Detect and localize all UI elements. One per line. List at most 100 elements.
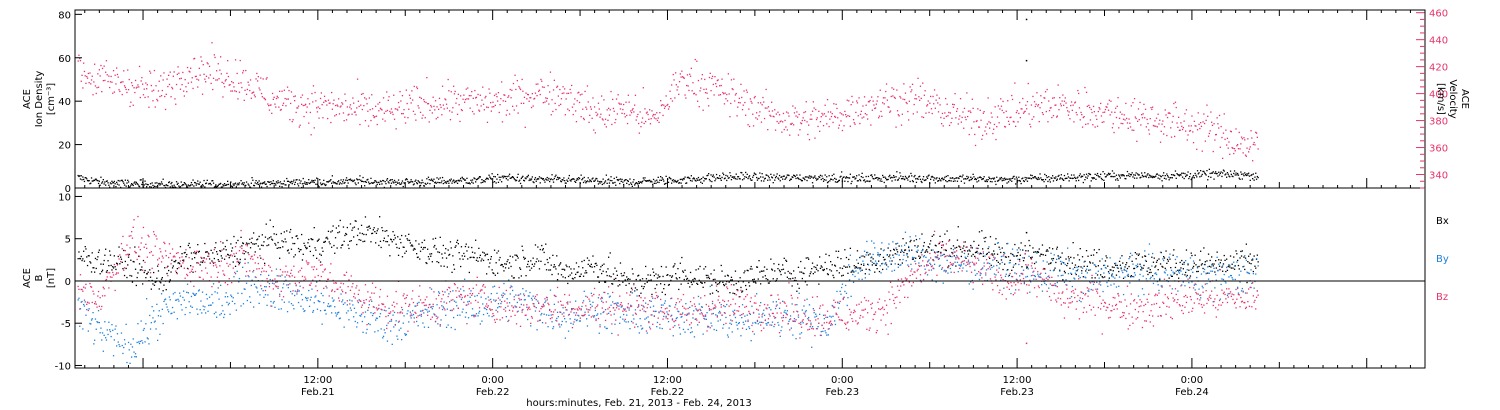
data-point [530,97,532,99]
data-point [1074,177,1077,180]
data-point [358,105,360,108]
data-point [544,181,546,183]
data-point [696,60,698,62]
data-point [449,110,451,112]
data-point [333,299,335,301]
data-point [881,115,883,117]
data-point [884,258,886,261]
data-point [149,328,152,330]
data-point [1083,174,1085,176]
data-point [267,103,269,105]
data-point [107,80,109,83]
data-point [1179,129,1181,131]
data-point [603,182,605,185]
data-point [843,265,845,267]
data-point [440,319,442,321]
data-point [402,113,404,115]
data-point [429,183,431,185]
data-point [236,258,238,260]
data-point [989,180,992,183]
data-point [206,298,208,300]
data-point [675,273,677,275]
data-point [849,125,851,127]
data-point [965,178,967,180]
data-point [369,109,371,111]
data-point [729,116,731,118]
data-point [544,101,546,103]
data-point [882,256,885,258]
data-point [254,276,256,278]
data-point [1194,254,1196,256]
data-point [112,70,115,72]
data-point [915,238,918,241]
data-point [453,179,455,181]
data-point [952,245,955,247]
data-point [942,179,944,181]
data-point [355,183,357,186]
data-point [233,276,235,278]
data-point [386,91,388,93]
data-point [811,110,814,112]
data-point [1151,108,1153,111]
data-point [257,76,259,78]
data-point [1190,125,1192,127]
data-point [125,88,127,91]
data-point [287,180,289,182]
data-point [832,121,834,124]
data-point [84,177,86,179]
data-point [908,246,910,249]
data-point [1057,84,1059,86]
data-point [201,257,203,259]
data-point [106,74,108,76]
data-point [593,271,595,273]
data-point [680,76,682,78]
data-point [911,249,913,251]
data-point [570,268,572,270]
data-point [728,93,730,95]
data-point [1180,122,1182,124]
data-point [407,180,409,183]
data-point [841,267,844,270]
data-point [1026,266,1029,268]
data-point [361,180,363,182]
data-point [815,108,817,111]
data-point [1122,118,1125,120]
data-point [113,255,115,257]
data-point [743,178,745,180]
data-point [439,325,441,327]
data-point [850,271,852,273]
data-point [1110,100,1112,102]
data-point [1183,261,1185,264]
data-point [422,181,424,184]
data-point [848,177,851,179]
data-point [1152,124,1155,127]
data-point [1177,174,1179,176]
data-point [120,256,122,258]
data-point [221,81,223,83]
data-point [1012,120,1014,123]
data-point [326,236,328,238]
data-point [404,179,407,181]
data-point [397,179,400,181]
data-point [919,256,922,258]
data-point [281,299,283,301]
data-point [1211,263,1214,265]
data-point [721,270,723,272]
data-point [433,246,435,248]
data-point [1164,175,1166,177]
data-point [177,262,179,264]
data-point [169,279,171,281]
data-point [902,176,904,178]
data-point [1138,174,1140,176]
data-point [564,88,566,90]
data-point [493,175,495,178]
data-point [128,349,130,351]
data-point [682,179,684,181]
data-point [573,178,575,180]
data-point [82,87,84,89]
data-point [1248,255,1250,257]
data-point [769,179,771,181]
data-point [1141,256,1144,258]
data-point [1192,142,1195,144]
data-point [467,87,469,89]
